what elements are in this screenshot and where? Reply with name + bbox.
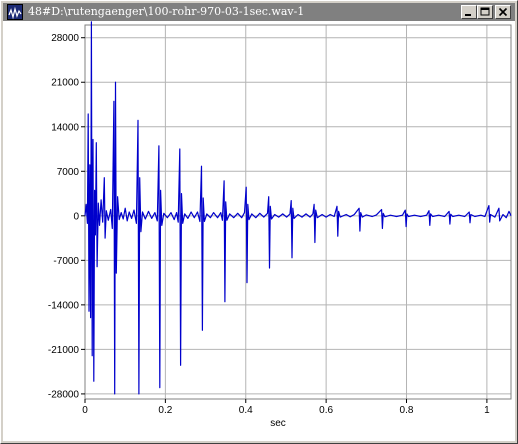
y-tick-label: 0 <box>73 211 79 222</box>
y-tick-label: 21000 <box>51 78 79 89</box>
x-tick-label: 0.4 <box>239 405 253 416</box>
waveform-series <box>84 21 512 395</box>
y-tick-label: -28000 <box>48 389 80 400</box>
y-axis-ticks: 28000 21000 14000 7000 0 -7000 -14000 -21000 -28… <box>48 33 85 400</box>
x-tick-label: 1 <box>484 405 490 416</box>
waveform-app-icon[interactable] <box>7 4 23 20</box>
y-tick-label: -7000 <box>53 256 79 267</box>
waveform-chart: 28000 21000 14000 7000 0 -7000 -14000 -21000 -28… <box>48 21 512 429</box>
waveform-line <box>84 21 512 395</box>
y-tick-label: 14000 <box>51 122 79 133</box>
close-button[interactable] <box>495 5 511 19</box>
x-tick-label: 0.6 <box>319 405 333 416</box>
close-icon <box>498 7 508 17</box>
y-tick-label: -21000 <box>48 345 80 356</box>
y-tick-label: 7000 <box>57 167 80 178</box>
maximize-button[interactable] <box>477 5 493 19</box>
minimize-button[interactable] <box>461 5 477 19</box>
x-tick-label: 0.8 <box>400 405 414 416</box>
window-titlebar[interactable]: 48#D:\rutengaenger\100-rohr-970-03-1sec.… <box>3 3 515 21</box>
x-tick-label: 0 <box>82 405 88 416</box>
x-tick-label: 0.2 <box>158 405 172 416</box>
x-axis-label: sec <box>270 418 286 429</box>
y-tick-label: -14000 <box>48 300 80 311</box>
plot-area: 28000 21000 14000 7000 0 -7000 -14000 -21000 -28… <box>3 21 515 441</box>
x-axis-ticks: 0 0.2 0.4 0.6 0.8 1 <box>82 399 490 416</box>
maximize-icon <box>480 7 490 16</box>
minimize-icon <box>465 14 471 16</box>
window-title: 48#D:\rutengaenger\100-rohr-970-03-1sec.… <box>28 5 305 18</box>
y-tick-label: 28000 <box>51 33 79 44</box>
